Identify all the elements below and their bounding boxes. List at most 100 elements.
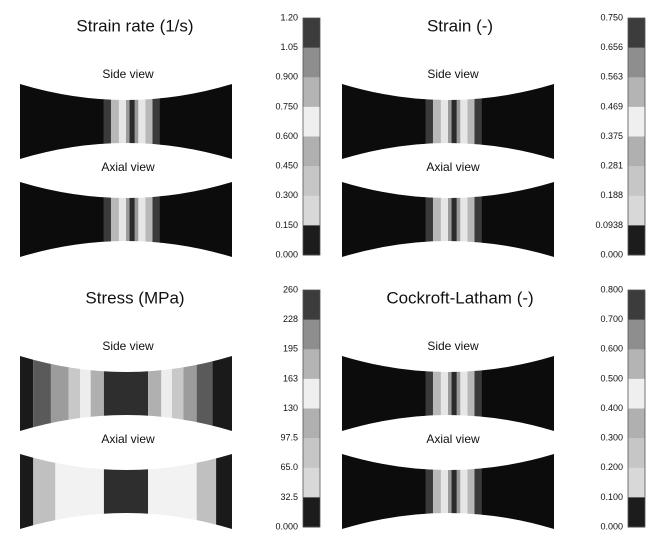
colorbar-tick-label: 0.469 [600, 101, 623, 111]
contour-band [148, 454, 197, 529]
colorbar-band [628, 18, 645, 48]
specimen [342, 182, 554, 257]
contour-band [448, 182, 452, 257]
view-label: Axial view [426, 160, 480, 174]
panel-title: Strain rate (1/s) [76, 16, 193, 35]
contour-band [467, 454, 474, 529]
contour-band [433, 84, 441, 159]
contour-band [433, 454, 441, 529]
colorbar-tick-label: 0.700 [600, 314, 623, 324]
colorbar-band [628, 468, 645, 498]
colorbar-band [628, 409, 645, 439]
contour-band [145, 84, 152, 159]
contour-band [475, 84, 482, 159]
contour-band [138, 84, 145, 159]
specimen [20, 84, 232, 159]
colorbar-tick-label: 130 [283, 403, 298, 413]
contour-band [448, 84, 452, 159]
colorbar-band [303, 107, 320, 137]
contour-band [482, 182, 554, 257]
colorbar-band [303, 320, 320, 350]
colorbar-tick-label: 0.000 [600, 249, 623, 259]
contour-band [426, 182, 433, 257]
view-label: Side view [102, 339, 154, 353]
contour-band [119, 84, 126, 159]
colorbar-tick-label: 0.100 [600, 492, 623, 502]
colorbar-tick-label: 1.05 [280, 42, 298, 52]
contour-band [135, 182, 139, 257]
colorbar-band [303, 349, 320, 379]
contour-band [475, 454, 482, 529]
contour-band [452, 454, 457, 529]
contour-band [104, 182, 111, 257]
colorbar-tick-label: 0.200 [600, 462, 623, 472]
contour-band [145, 182, 152, 257]
contour-band [441, 454, 448, 529]
contour-band [148, 356, 161, 431]
view-label: Side view [102, 67, 154, 81]
colorbar-band [303, 18, 320, 48]
contour-band [460, 454, 467, 529]
colorbar-tick-label: 65.0 [280, 462, 298, 472]
colorbar-band [628, 438, 645, 468]
contour-band [452, 84, 457, 159]
contour-band [452, 356, 457, 431]
colorbar-band [303, 77, 320, 107]
colorbar-tick-label: 0.600 [600, 344, 623, 354]
contour-band [130, 182, 135, 257]
contour-band [104, 356, 148, 431]
colorbar-band [628, 349, 645, 379]
contour-band [183, 356, 196, 431]
contour-band [111, 84, 119, 159]
colorbar-band [303, 48, 320, 78]
contour-band [457, 182, 461, 257]
colorbar-band [628, 48, 645, 78]
contour-band [51, 356, 69, 431]
contour-band [33, 454, 55, 529]
contour-band [482, 84, 554, 159]
contour-band [153, 84, 160, 159]
colorbar-tick-label: 97.5 [280, 433, 298, 443]
colorbar-tick-label: 0.000 [600, 521, 623, 531]
colorbar-tick-label: 0.0938 [595, 220, 623, 230]
contour-band [441, 356, 448, 431]
panel-title: Cockroft-Latham (-) [386, 288, 533, 307]
contour-band [441, 182, 448, 257]
view-label: Side view [427, 67, 479, 81]
colorbar-tick-label: 0.000 [275, 521, 298, 531]
contour-band [213, 356, 232, 431]
figure: Strain rate (1/s) Side view Axial view 1.20… [0, 0, 649, 537]
contour-band [482, 356, 554, 431]
contour-band [160, 182, 232, 257]
contour-band [342, 182, 426, 257]
contour-band [426, 84, 433, 159]
contour-band [433, 356, 441, 431]
view-label: Side view [427, 339, 479, 353]
colorbar-tick-label: 1.20 [280, 12, 298, 22]
contour-band [80, 356, 91, 431]
colorbar-band [628, 379, 645, 409]
colorbar-tick-label: 0.750 [275, 101, 298, 111]
contour-band [426, 356, 433, 431]
colorbar-band [303, 290, 320, 320]
contour-band [433, 182, 441, 257]
colorbar-band [628, 77, 645, 107]
panel-title: Stress (MPa) [85, 288, 184, 307]
contour-band [111, 182, 119, 257]
colorbar-tick-label: 0.600 [275, 131, 298, 141]
contour-band [161, 356, 172, 431]
contour-band [441, 84, 448, 159]
contour-band [460, 84, 467, 159]
colorbar-band [303, 137, 320, 167]
colorbar-band [628, 196, 645, 226]
colorbar-tick-label: 0.300 [600, 433, 623, 443]
contour-band [448, 454, 452, 529]
contour-band [216, 454, 232, 529]
specimen [20, 182, 232, 257]
colorbar-band [303, 409, 320, 439]
colorbar-tick-label: 0.400 [600, 403, 623, 413]
colorbar-band [303, 497, 320, 527]
colorbar-tick-label: 0.450 [275, 161, 298, 171]
colorbar-tick-label: 163 [283, 373, 298, 383]
